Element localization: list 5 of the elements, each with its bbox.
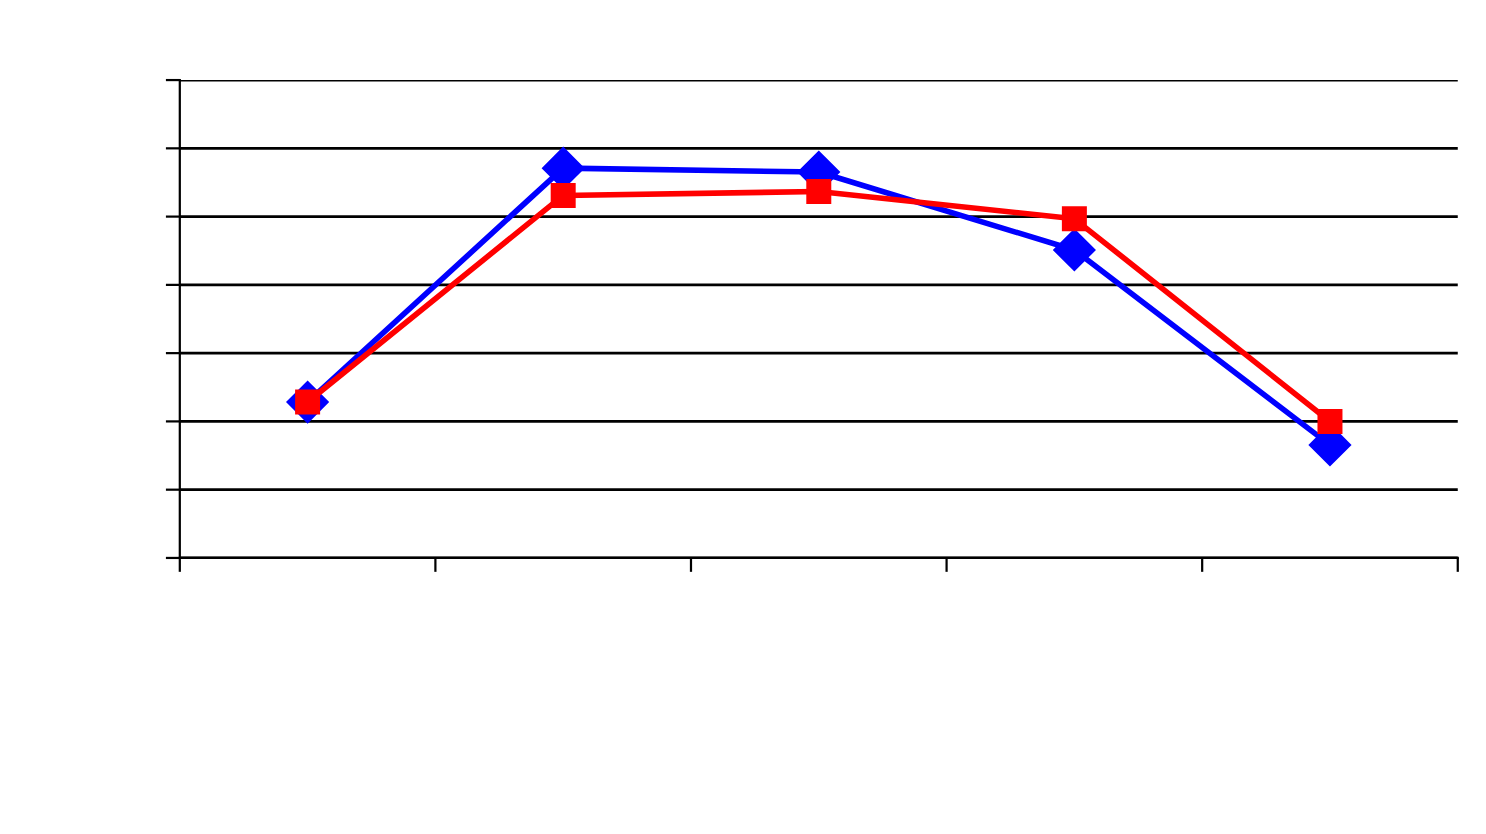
point xyxy=(806,179,832,205)
point xyxy=(1317,409,1343,435)
point xyxy=(1053,228,1096,272)
point xyxy=(1061,206,1087,232)
point xyxy=(550,182,576,208)
